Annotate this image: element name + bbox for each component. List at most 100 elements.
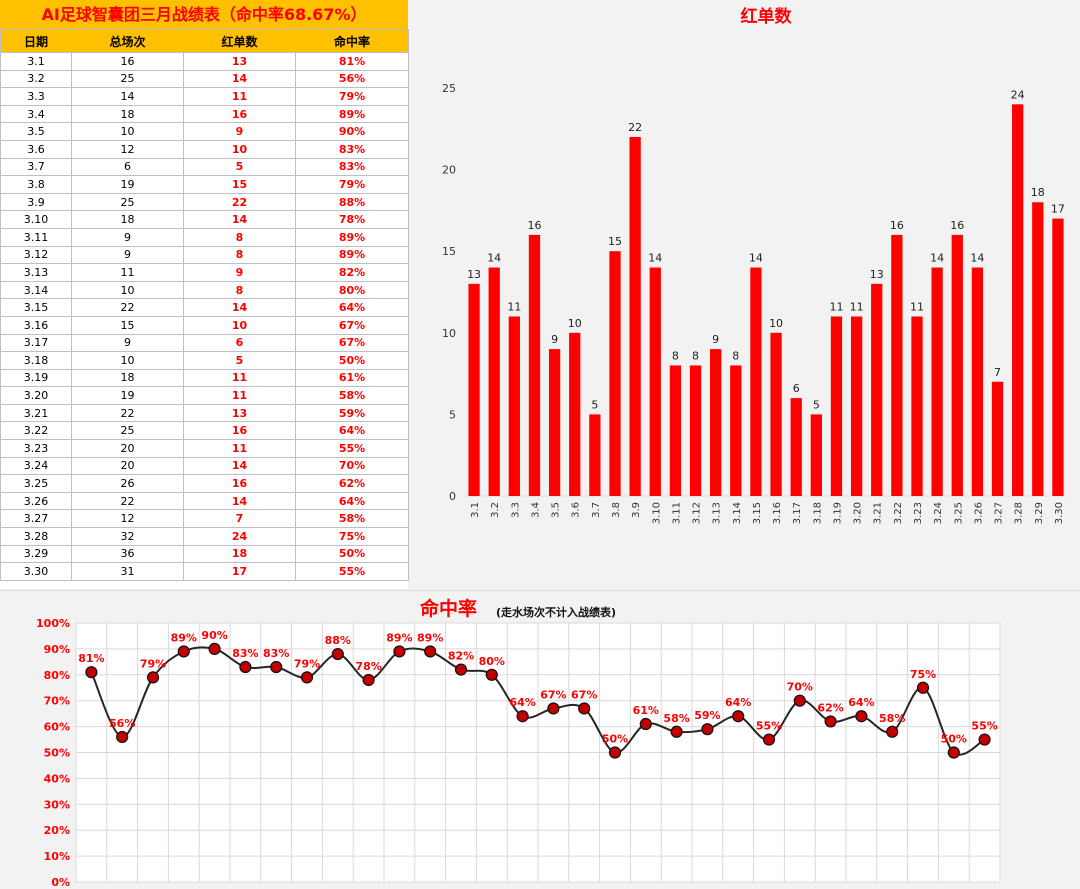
data-point-label: 78%: [355, 660, 381, 673]
y-tick-label: 5: [449, 408, 456, 421]
data-point-label: 64%: [848, 696, 874, 709]
data-point-label: 59%: [694, 709, 720, 722]
cell-date: 3.20: [0, 386, 72, 405]
cell-rate: 90%: [295, 122, 409, 141]
bar-data-label: 11: [829, 300, 843, 313]
x-tick-label: 3.23: [913, 502, 924, 524]
cell-total: 31: [71, 562, 184, 581]
cell-rate: 67%: [295, 315, 409, 335]
cell-date: 3.15: [0, 298, 72, 317]
data-point-label: 75%: [910, 668, 936, 681]
cell-total: 25: [71, 192, 184, 212]
table-row: 3.27 12 7 58%: [0, 509, 409, 529]
bar: [891, 234, 903, 496]
data-point-label: 50%: [602, 733, 628, 746]
table-row: 3.17 9 6 67%: [0, 333, 409, 353]
cell-wins: 7: [183, 509, 296, 529]
bar-data-label: 24: [1011, 88, 1025, 101]
y-tick-label: 10: [442, 327, 456, 340]
bar-data-label: 6: [793, 382, 800, 395]
cell-date: 3.19: [0, 368, 72, 388]
bar: [971, 267, 984, 496]
cell-total: 9: [71, 333, 184, 353]
cell-wins: 13: [183, 52, 296, 71]
cell-rate: 58%: [295, 509, 409, 529]
table-row: 3.10 18 14 78%: [0, 210, 409, 229]
bar-data-label: 11: [910, 300, 924, 313]
cell-rate: 61%: [295, 368, 409, 388]
bar-data-label: 10: [769, 317, 783, 330]
bar-data-label: 22: [628, 121, 642, 134]
line-chart-title: 命中率: [420, 597, 477, 620]
cell-wins: 13: [183, 403, 296, 423]
data-point-label: 90%: [201, 629, 227, 642]
data-point-label: 56%: [109, 717, 135, 730]
cell-date: 3.18: [0, 351, 72, 370]
data-point-marker: [978, 733, 991, 746]
table-row: 3.5 10 9 90%: [0, 122, 409, 141]
cell-total: 10: [71, 280, 184, 300]
bar: [589, 414, 601, 496]
cell-wins: 16: [183, 421, 296, 441]
cell-total: 18: [71, 368, 184, 388]
cell-date: 3.1: [0, 52, 72, 71]
table-row: 3.21 22 13 59%: [0, 403, 409, 423]
cell-rate: 70%: [295, 456, 409, 476]
header-date: 日期: [0, 29, 72, 53]
cell-date: 3.29: [0, 544, 72, 564]
data-point-label: 89%: [386, 631, 412, 644]
bar: [750, 267, 762, 496]
cell-rate: 83%: [295, 139, 409, 159]
cell-rate: 89%: [295, 245, 409, 265]
x-tick-label: 3.5: [551, 502, 562, 518]
cell-total: 22: [71, 403, 184, 423]
bar-chart-title: 红单数: [741, 6, 793, 27]
table-row: 3.9 25 22 88%: [0, 192, 409, 212]
cell-wins: 11: [183, 386, 296, 405]
data-point-label: 83%: [263, 647, 289, 660]
cell-date: 3.14: [0, 280, 72, 300]
cell-rate: 58%: [295, 386, 409, 405]
cell-rate: 50%: [295, 351, 409, 370]
bar-data-label: 11: [850, 300, 864, 313]
x-tick-label: 3.18: [812, 502, 823, 524]
cell-total: 26: [71, 474, 184, 493]
cell-wins: 5: [183, 157, 296, 177]
data-point-label: 88%: [325, 634, 351, 647]
data-point-marker: [793, 694, 806, 707]
bar-data-label: 13: [870, 268, 884, 281]
wins-bar-chart: 红单数 0 5 10 15 20 25 13 3.1 14 3.2 11 3.3 16 3.4 9 3.5 10 3…: [442, 6, 1068, 524]
cell-date: 3.6: [0, 139, 72, 159]
bar: [931, 267, 943, 496]
bar-data-label: 5: [591, 398, 598, 411]
data-point-label: 67%: [571, 688, 597, 701]
data-point-label: 79%: [140, 657, 166, 670]
x-tick-label: 3.27: [994, 502, 1005, 524]
cell-date: 3.7: [0, 157, 72, 177]
bar: [790, 398, 802, 496]
data-point-marker: [608, 746, 622, 759]
bar: [629, 136, 641, 496]
bar-data-label: 14: [487, 252, 501, 265]
y-tick-label: 90%: [44, 643, 70, 656]
cell-total: 25: [71, 421, 184, 441]
cell-wins: 14: [183, 210, 296, 229]
data-point-label: 55%: [971, 720, 997, 733]
bar: [528, 234, 541, 496]
data-point-label: 67%: [540, 688, 566, 701]
x-tick-label: 3.12: [692, 502, 703, 524]
data-point-label: 80%: [479, 655, 505, 668]
bar-data-label: 17: [1051, 203, 1065, 216]
x-tick-label: 3.15: [752, 502, 763, 524]
table-row: 3.19 18 11 61%: [0, 368, 409, 388]
data-point-marker: [855, 710, 868, 723]
y-tick-label: 60%: [44, 721, 70, 734]
data-point-label: 58%: [879, 712, 905, 725]
data-point-marker: [547, 702, 560, 715]
cell-rate: 89%: [295, 104, 409, 124]
cell-wins: 14: [183, 69, 296, 89]
cell-total: 12: [71, 139, 184, 159]
x-tick-label: 3.9: [631, 502, 642, 518]
cell-date: 3.24: [0, 456, 72, 476]
cell-rate: 78%: [295, 210, 409, 229]
